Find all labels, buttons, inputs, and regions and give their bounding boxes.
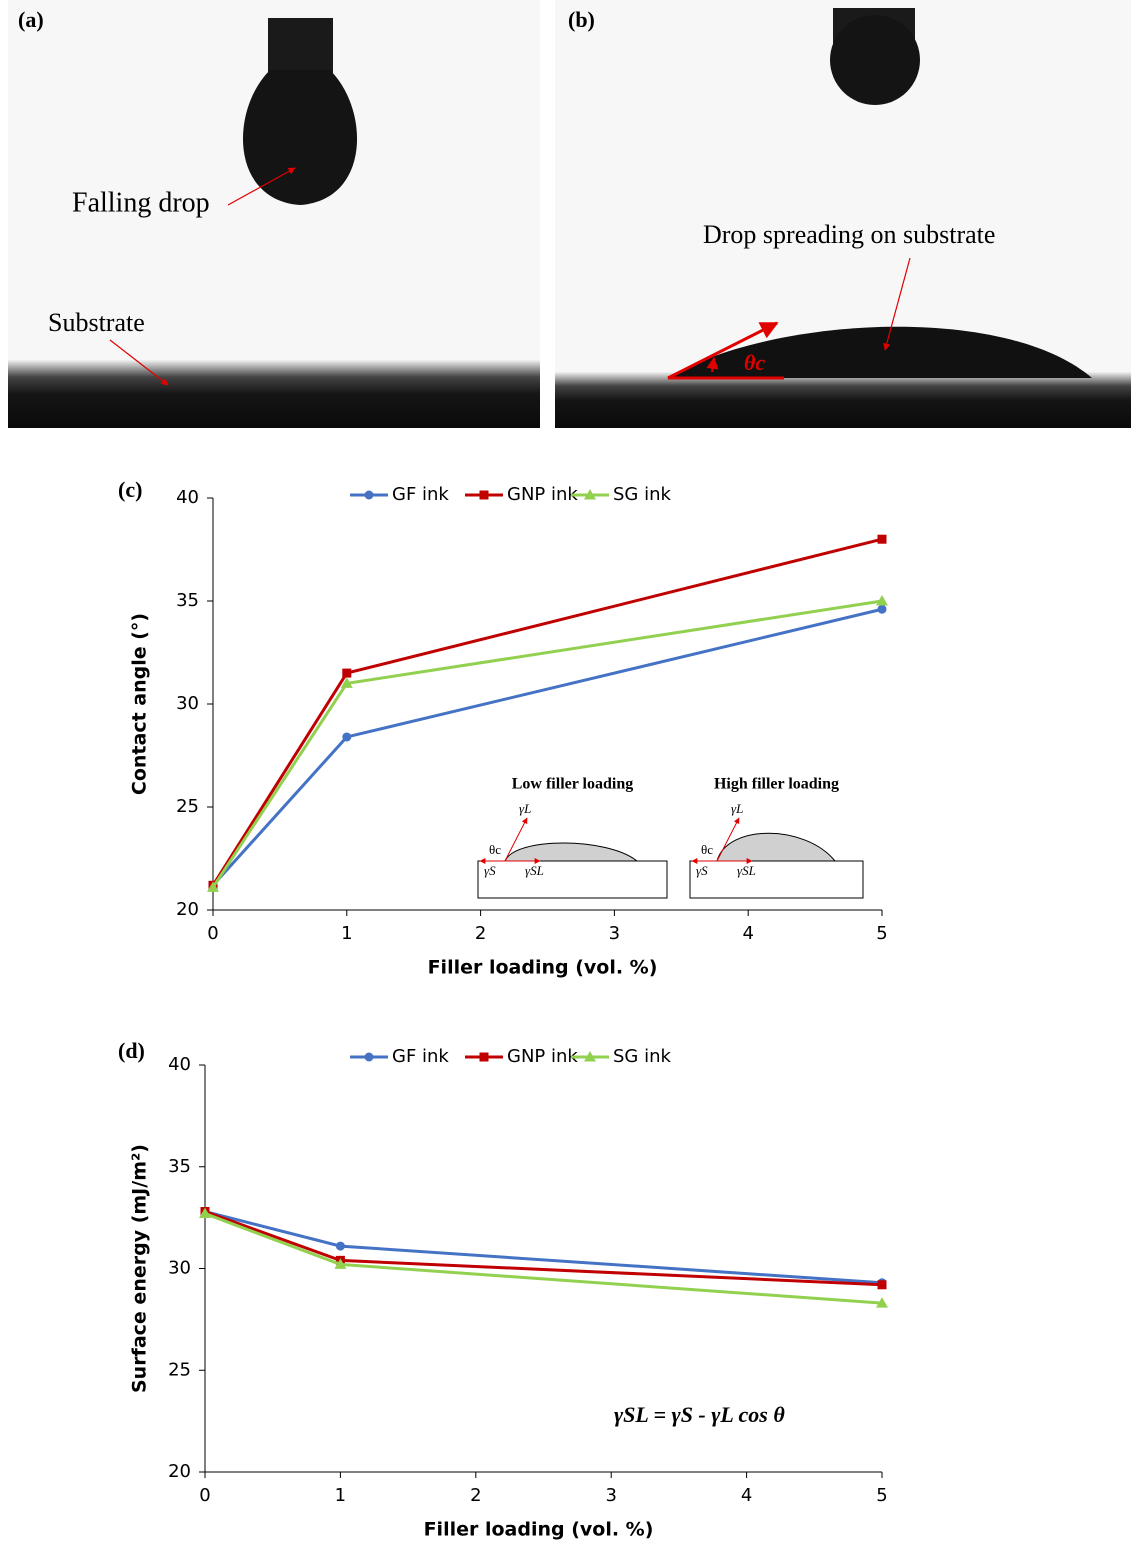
marker [334,1258,347,1269]
y-tick-label: 20 [168,1461,191,1482]
inset-label: θc [701,842,713,857]
panel-label: (d) [118,1038,145,1063]
panel-label: (c) [118,477,142,502]
inset-drop [716,832,837,862]
legend-label: GNP ink [507,484,578,505]
y-tick-label: 40 [168,1054,191,1075]
series-line [204,1210,883,1287]
marker [876,1297,888,1308]
inset-label: γS [484,863,496,878]
marker [877,534,887,544]
panel-label: (a) [18,7,44,32]
series-line [211,537,883,887]
inset-label: γS [696,863,708,878]
marker [876,595,888,606]
x-tick-label: 3 [609,923,620,944]
photo-a [8,0,540,428]
inset-substrate [689,860,864,899]
y-tick-label: 25 [176,796,199,817]
x-tick-label: 5 [876,1485,887,1506]
annotation: Substrate [48,308,145,337]
inset-drop [504,842,639,862]
marker [877,1280,887,1290]
x-tick-label: 0 [199,1485,210,1506]
marker [335,1241,345,1251]
x-tick-label: 2 [475,923,486,944]
inset-arrow [716,817,740,862]
y-tick-label: 20 [176,899,199,920]
legend-label: SG ink [613,1046,672,1067]
inset-title: Low filler loading [512,776,634,793]
marker [342,668,352,678]
inset-substrate [477,860,668,899]
x-tick-label: 0 [207,923,218,944]
legend-label: GNP ink [507,1046,578,1067]
legend-marker [364,1052,374,1062]
inset-label: γSL [737,863,756,878]
x-tick-label: 4 [742,923,753,944]
legend-marker [584,489,596,500]
y-tick-label: 30 [168,1258,191,1279]
marker [877,604,887,614]
y-axis-label: Surface energy (mJ/m²) [129,1144,151,1393]
marker [207,881,219,892]
legend-marker [364,490,374,500]
series-line [204,1212,883,1305]
photo-b [555,0,1131,428]
y-tick-label: 35 [168,1156,191,1177]
x-tick-label: 1 [341,923,352,944]
x-tick-label: 3 [605,1485,616,1506]
inset-label: θc [489,842,501,857]
x-tick-label: 5 [876,923,887,944]
x-axis-label: Filler loading (vol. %) [424,1519,654,1541]
x-tick-label: 4 [741,1485,752,1506]
annotation: θc [744,350,765,375]
y-tick-label: 40 [176,487,199,508]
legend-marker [479,490,489,500]
y-tick-label: 30 [176,693,199,714]
marker [340,677,353,688]
inset-arrow [504,817,528,862]
annotation: Falling drop [72,187,210,218]
legend-label: SG ink [613,484,672,505]
inset-label: γL [519,801,531,816]
inset-label: γSL [525,863,544,878]
marker [199,1207,211,1219]
x-tick-label: 1 [335,1485,346,1506]
legend-marker [584,1051,596,1062]
inset-label: γL [731,801,743,816]
equation: γSL = γS - γL cos θ [614,1402,785,1427]
annotation: Drop spreading on substrate [703,220,995,249]
y-tick-label: 35 [176,590,199,611]
legend-label: GF ink [392,1046,449,1067]
y-axis-label: Contact angle (°) [129,613,151,795]
x-axis-label: Filler loading (vol. %) [428,957,658,979]
panel-label: (b) [568,7,595,32]
legend-marker [479,1052,489,1062]
inset-title: High filler loading [714,776,839,793]
marker [342,732,352,742]
legend-label: GF ink [392,484,449,505]
y-tick-label: 25 [168,1359,191,1380]
x-tick-label: 2 [470,1485,481,1506]
